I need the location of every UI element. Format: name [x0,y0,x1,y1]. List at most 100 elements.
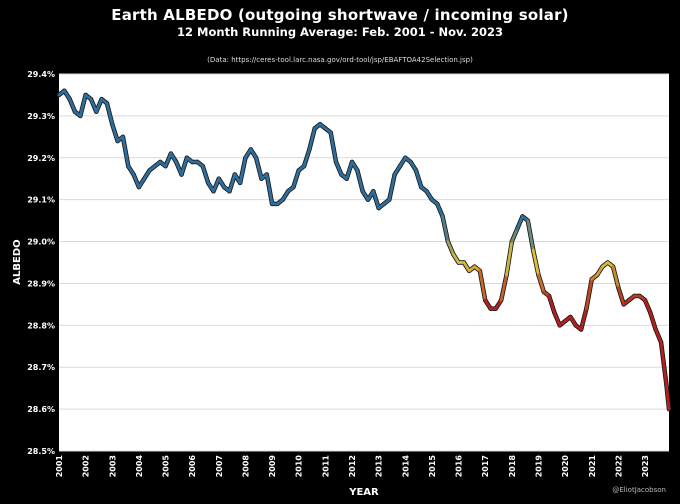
series-segment [361,189,370,202]
series-segment [505,240,514,277]
series-segment [355,168,365,193]
x-tick-label: 2002 [82,455,91,477]
series-segment [132,173,141,189]
series-segment [611,265,620,290]
series-segment [228,173,237,193]
x-axis-label: YEAR [348,487,379,498]
x-tick-label: 2014 [401,455,410,478]
y-tick-label: 29.1% [27,196,55,205]
y-tick-label: 29.2% [27,154,55,163]
series-segment [68,97,77,114]
series-segment [110,122,120,143]
series-segment [292,168,301,189]
series-segment [499,273,508,302]
series-segment [393,164,402,176]
gridlines [59,73,669,452]
x-tick-label: 2001 [55,455,64,478]
y-tick-label: 28.7% [27,363,55,372]
x-tick-label: 2008 [241,455,250,478]
series-segment [664,382,671,411]
x-tick-label: 2023 [641,455,650,477]
series-segment [537,273,546,294]
plot-area [59,74,669,451]
series-segment [302,147,311,168]
series-segment [510,227,519,243]
x-tick-label: 2010 [295,455,304,478]
series-segment [648,311,658,331]
x-tick-label: 2019 [534,455,543,478]
x-tick-label: 2015 [428,455,437,478]
series-segment [307,127,317,151]
x-tick-label: 2009 [268,455,277,478]
series-segment [446,240,455,256]
x-tick-label: 2017 [481,455,490,477]
series-segment [94,97,104,114]
series-segment [569,315,578,327]
series-segment [654,328,663,344]
series-segment [164,152,173,168]
x-tick-label: 2016 [455,455,464,478]
x-tick-label: 2005 [162,455,171,478]
y-tick-label: 28.5% [27,447,55,456]
series-segment [425,189,434,202]
chart-title: Earth ALBEDO (outgoing shortwave / incom… [111,6,569,24]
series-segment [435,202,444,218]
series-segment [547,294,556,315]
series-segment [371,189,381,210]
series-segment [515,215,524,231]
series-segment [217,177,226,189]
series-segment [531,248,540,277]
y-tick-label: 29.4% [27,70,55,79]
series-segment [478,269,487,302]
x-tick-label: 2006 [188,455,197,478]
series-segment [126,164,135,176]
series-segment [483,298,492,310]
series-segment [142,168,151,181]
series-segment [462,261,471,273]
series-segment [121,135,130,168]
series-segment [494,298,503,310]
y-tick-label: 28.8% [27,321,55,330]
series-segment [585,277,594,310]
series-segment [78,93,88,118]
x-tick-label: 2022 [614,455,623,477]
series-segment [329,131,338,164]
series-segment [451,252,460,264]
x-tick-label: 2020 [561,455,570,478]
data-source-note: (Data: https://ceres-tool.larc.nasa.gov/… [207,56,473,64]
x-tick-label: 2003 [108,455,117,477]
series-segment [212,177,221,193]
series-segment [409,160,418,172]
series-segment [254,156,263,181]
x-tick-label: 2004 [135,455,144,478]
series-segment [345,160,354,181]
series-segment [249,147,258,160]
series-segment [105,101,114,126]
series-segment [201,164,210,185]
series-segment [137,177,146,189]
albedo-series [56,88,672,412]
series-segment [659,340,668,386]
x-tick-label: 2007 [215,455,224,477]
y-axis-ticks: 28.5% 28.6% 28.7% 28.8% 28.9% 29.0% 29.1% 29.2%… [27,70,55,456]
x-tick-label: 2021 [588,455,597,478]
series-segment [616,286,626,306]
x-tick-label: 2011 [321,455,330,478]
y-tick-label: 29.0% [27,238,55,247]
series-segment [89,97,98,114]
series-segment [334,160,343,176]
series-segment [62,89,72,101]
series-segment [350,160,359,172]
series-segment [244,147,253,160]
x-tick-label: 2012 [348,455,357,477]
x-tick-label: 2018 [508,455,517,478]
series-segment [579,307,588,331]
y-tick-label: 28.6% [27,405,55,414]
series-segment [441,215,450,243]
series-segment [553,311,562,327]
y-tick-label: 28.9% [27,279,55,288]
series-segment [238,156,247,185]
series-segment [387,173,397,202]
chart-subtitle: 12 Month Running Average: Feb. 2001 - No… [177,25,503,39]
